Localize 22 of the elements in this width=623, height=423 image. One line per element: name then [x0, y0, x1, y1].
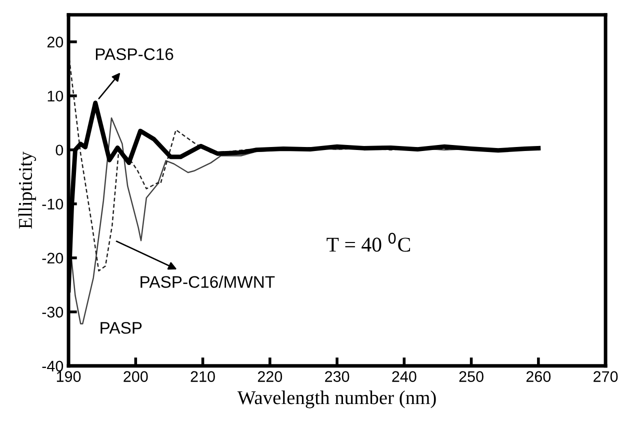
x-tick-label: 230 — [325, 371, 350, 382]
x-tick-label: 210 — [190, 371, 215, 382]
x-tick-label: 220 — [258, 371, 282, 382]
x-tick-label: 240 — [392, 371, 416, 382]
x-axis-title: Wavelength number (nm) — [237, 390, 436, 408]
x-tick-label: 250 — [459, 371, 484, 382]
y-tick-label: 10 — [48, 90, 64, 102]
x-tick-label: 200 — [124, 371, 148, 382]
y-axis-title: Ellipticity — [18, 152, 36, 229]
x-tick-label: 270 — [594, 371, 618, 382]
y-tick-label: 20 — [47, 36, 64, 48]
y-tick-label: -20 — [42, 252, 64, 264]
annotation: PASP-C16/MWNT — [140, 276, 275, 288]
annotation: PASP-C16 — [96, 48, 174, 60]
y-tick-label: 0 — [56, 144, 64, 156]
annotation: T = 40 $^{0}$C — [326, 232, 410, 252]
annotation: PASP — [100, 322, 142, 334]
y-tick-label: -10 — [42, 198, 64, 210]
x-tick-label: 260 — [526, 371, 551, 382]
y-tick-label: -40 — [42, 360, 64, 372]
x-tick-label: 190 — [56, 371, 81, 382]
y-tick-label: -30 — [42, 306, 64, 318]
